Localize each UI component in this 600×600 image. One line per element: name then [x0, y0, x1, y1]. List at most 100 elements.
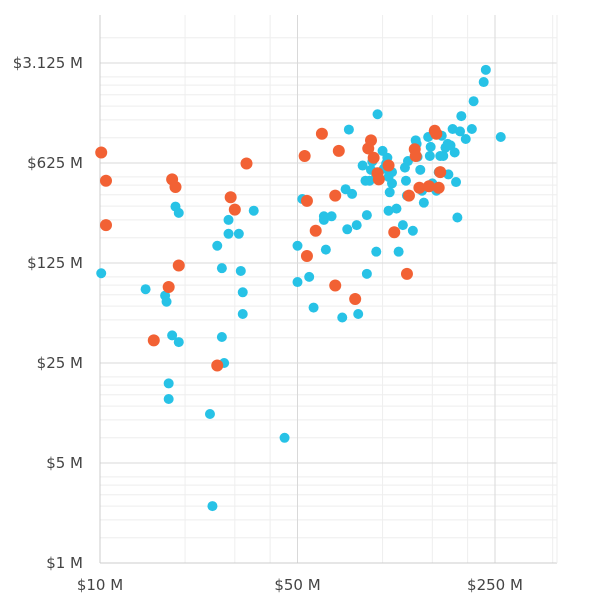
y-axis-ticks: $1 M $5 M $25 M $125 M $625 M $3.125 M	[13, 54, 83, 572]
blue-data-point	[223, 214, 234, 225]
blue-data-point	[495, 131, 506, 142]
orange-data-point	[372, 173, 385, 186]
blue-data-point	[393, 246, 404, 257]
blue-data-point	[468, 96, 479, 107]
y-tick-label: $5 M	[46, 454, 83, 472]
blue-data-point	[466, 124, 477, 135]
orange-data-point	[434, 166, 447, 179]
blue-data-point	[235, 265, 246, 276]
orange-data-point	[349, 293, 362, 306]
blue-data-point	[96, 268, 107, 279]
blue-data-point	[397, 220, 408, 231]
blue-data-point	[292, 240, 303, 251]
orange-data-point	[422, 180, 435, 193]
blue-data-point	[351, 220, 362, 231]
orange-data-point	[95, 146, 108, 159]
orange-data-point	[402, 189, 415, 202]
orange-data-point	[315, 127, 328, 140]
blue-data-point	[216, 263, 227, 274]
blue-data-point	[455, 126, 466, 137]
blue-data-point	[400, 175, 411, 186]
y-tick-label: $1 M	[46, 554, 83, 572]
orange-data-point	[409, 149, 422, 162]
blue-data-point	[478, 77, 489, 88]
y-tick-label: $25 M	[37, 354, 83, 372]
orange-data-point	[364, 134, 377, 147]
blue-data-point	[418, 197, 429, 208]
blue-data-point	[372, 109, 383, 120]
orange-data-point	[388, 226, 401, 239]
blue-data-point	[212, 240, 223, 251]
blue-data-point	[438, 150, 449, 161]
orange-data-point	[147, 334, 160, 347]
blue-data-point	[456, 111, 467, 122]
blue-data-point	[361, 268, 372, 279]
orange-data-point	[432, 181, 445, 194]
orange-data-point	[430, 127, 443, 140]
orange-data-point	[300, 194, 313, 207]
orange-data-point	[329, 279, 342, 292]
blue-data-point	[237, 287, 248, 298]
blue-data-point	[480, 64, 491, 75]
blue-data-point	[173, 207, 184, 218]
blue-data-point	[451, 177, 462, 188]
blue-data-point	[371, 246, 382, 257]
blue-data-point	[415, 164, 426, 175]
orange-data-point	[99, 174, 112, 187]
blue-data-point	[237, 309, 248, 320]
blue-data-point	[204, 409, 215, 420]
y-tick-label: $125 M	[27, 254, 83, 272]
blue-data-point	[308, 302, 319, 313]
orange-data-point	[162, 280, 175, 293]
blue-data-point	[292, 277, 303, 288]
blue-data-point	[342, 224, 353, 235]
x-axis-ticks: $10 M $50 M $250 M	[77, 576, 523, 594]
blue-data-point	[173, 337, 184, 348]
blue-data-point	[383, 205, 394, 216]
blue-data-point	[361, 210, 372, 221]
blue-data-point	[326, 211, 337, 222]
blue-data-point	[449, 147, 460, 158]
orange-data-point	[169, 180, 182, 193]
orange-data-point	[309, 224, 322, 237]
blue-data-point	[304, 271, 315, 282]
blue-data-point	[424, 150, 435, 161]
orange-data-point	[99, 219, 112, 232]
orange-data-point	[224, 191, 237, 204]
blue-data-point	[161, 296, 172, 307]
orange-data-point	[413, 181, 426, 194]
orange-data-point	[367, 151, 380, 164]
orange-data-point	[172, 259, 185, 272]
orange-data-point	[329, 189, 342, 202]
blue-data-point	[216, 331, 227, 342]
blue-data-point	[407, 225, 418, 236]
orange-data-point	[332, 144, 345, 157]
blue-data-point	[343, 124, 354, 135]
blue-data-point	[384, 187, 395, 198]
blue-data-point	[163, 378, 174, 389]
orange-data-point	[228, 203, 241, 216]
blue-data-point	[318, 211, 329, 222]
blue-data-point	[163, 394, 174, 405]
blue-data-point	[337, 312, 348, 323]
y-tick-label: $3.125 M	[13, 54, 83, 72]
blue-data-point	[167, 330, 178, 341]
grid	[100, 15, 557, 563]
orange-data-point	[211, 359, 224, 372]
blue-data-point	[140, 284, 151, 295]
blue-data-point	[223, 228, 234, 239]
axes	[99, 15, 558, 564]
blue-data-point	[460, 133, 471, 144]
blue-data-point	[391, 203, 402, 214]
blue-data-point	[248, 205, 259, 216]
orange-data-point	[400, 267, 413, 280]
y-tick-label: $625 M	[27, 154, 83, 172]
blue-data-point	[452, 212, 463, 223]
blue-data-point	[387, 178, 398, 189]
blue-data-point	[279, 432, 290, 443]
blue-data-point	[353, 309, 364, 320]
orange-data-point	[300, 249, 313, 262]
orange-data-point	[240, 157, 253, 170]
blue-data-point	[357, 160, 368, 171]
